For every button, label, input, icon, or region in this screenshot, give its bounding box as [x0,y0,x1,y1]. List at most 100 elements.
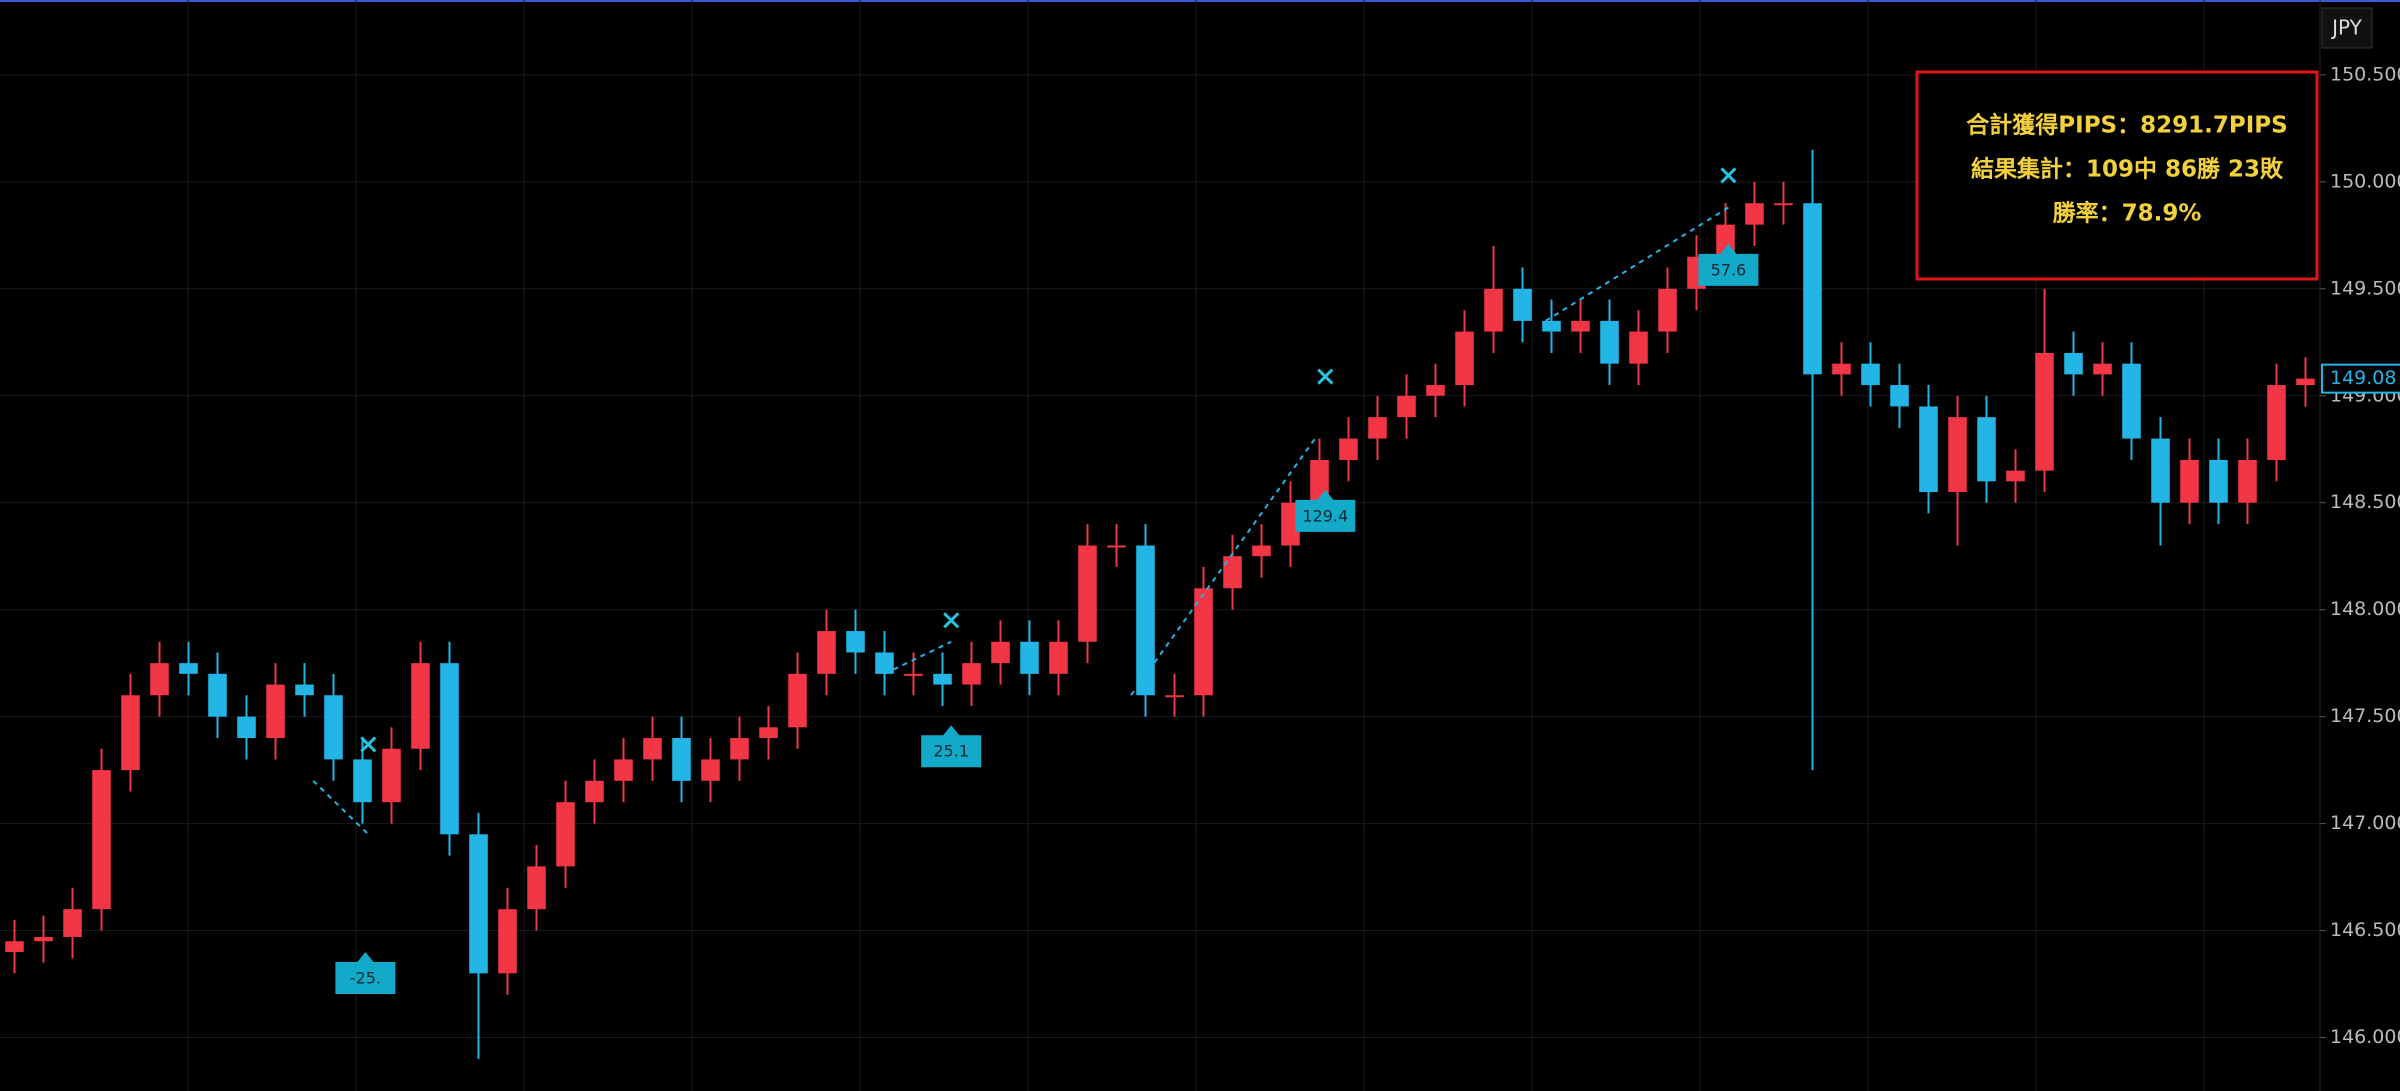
candle-body [1107,545,1126,548]
candle-body [817,631,836,674]
last-price-box [2321,363,2400,394]
candle-body [2122,363,2141,439]
trade-label: 25.1 [933,742,969,761]
trade-label-box [1698,243,1759,286]
candle-body [788,673,807,728]
trade-label: 129.4 [1302,506,1348,525]
candle-body [1919,406,1938,493]
candle-body [411,663,430,749]
currency-label: JPY [2330,16,2363,40]
candle-body [2238,459,2257,503]
candle-body [1513,288,1532,321]
candle-body [1194,588,1213,696]
y-tick-label: 150.000 [2330,170,2400,192]
candle-body [1339,438,1358,460]
currency-box [2321,7,2373,49]
candle-body [614,759,633,781]
candle-body [1368,417,1387,439]
y-tick-label: 146.000 [2330,1026,2400,1048]
y-tick-label: 148.500 [2330,491,2400,513]
candle-body [2035,352,2054,471]
candle-body [701,759,720,781]
candle-body [585,780,604,803]
candle-body [1426,385,1445,396]
candle-body [991,641,1010,664]
candle-body [1136,545,1155,696]
candle-body [527,866,546,910]
candle-body [498,909,517,974]
candle-body [643,738,662,760]
candle-body [846,631,865,653]
candle-body [672,738,691,781]
candle-body [1455,331,1474,386]
candle-body [1600,320,1619,364]
summary-line: 合計獲得PIPS：8291.7PIPS [1966,112,2287,139]
candle-body [1977,417,1996,482]
candle-body [2064,352,2083,375]
candle-body [556,802,575,867]
candle-body [440,663,459,835]
candle-body [121,695,140,771]
candle-body [382,748,401,803]
trade-label: -25. [350,968,381,987]
candle-body [875,652,894,674]
candle-body [179,663,198,674]
y-tick-label: 147.000 [2330,812,2400,834]
y-tick-label: 146.500 [2330,919,2400,941]
candle-body [962,663,981,685]
y-tick-label: 150.500 [2330,63,2400,85]
candle-body [2267,385,2286,460]
candle-body [759,727,778,739]
trade-label: 57.6 [1711,260,1747,279]
trade-path [312,780,369,836]
candle-body [92,770,111,910]
candle-body [208,673,227,717]
summary-frame [1915,70,2319,281]
candle-body [1571,320,1590,332]
candle-body [295,684,314,696]
candle-body [1629,331,1648,364]
candle-body [266,684,285,739]
candle-body [1397,395,1416,418]
candle-body [730,738,749,760]
y-tick-label: 147.500 [2330,705,2400,727]
summary-line: 結果集計：109中 86勝 23敗 [1971,156,2284,183]
candle-body [5,941,24,952]
candle-body [1020,641,1039,674]
candle-body [2180,459,2199,503]
trade-path [884,640,952,675]
candle-body [1803,203,1822,375]
candle-body [63,909,82,937]
candle-body [469,834,488,974]
candle-body [1223,556,1242,589]
candle-body [324,695,343,760]
candle-body [1484,288,1503,332]
summary-line: 勝率：78.9% [2053,200,2202,227]
candle-body [1774,203,1793,206]
candle-body [1890,385,1909,407]
candle-body [904,673,923,676]
exit-cross [360,736,377,753]
candle-body [1542,320,1561,332]
candle-body [1165,695,1184,698]
candle-body [2006,470,2025,482]
candle-body [2209,459,2228,503]
y-tick-label: 149.500 [2330,277,2400,299]
candle-body [933,673,952,685]
candle-body [150,663,169,696]
candle-body [1281,502,1300,546]
candle-body [2296,378,2315,386]
candle-body [1658,288,1677,332]
trade-label-box [1295,489,1356,532]
trade-path [1130,435,1318,696]
candle-body [1948,417,1967,493]
candle-body [353,759,372,803]
candle-body [237,716,256,739]
trade-label-box [335,951,396,994]
y-tick-label: 148.000 [2330,598,2400,620]
candle-body [2093,363,2112,375]
trade-label-box [921,725,982,768]
candle-body [1861,363,1880,386]
